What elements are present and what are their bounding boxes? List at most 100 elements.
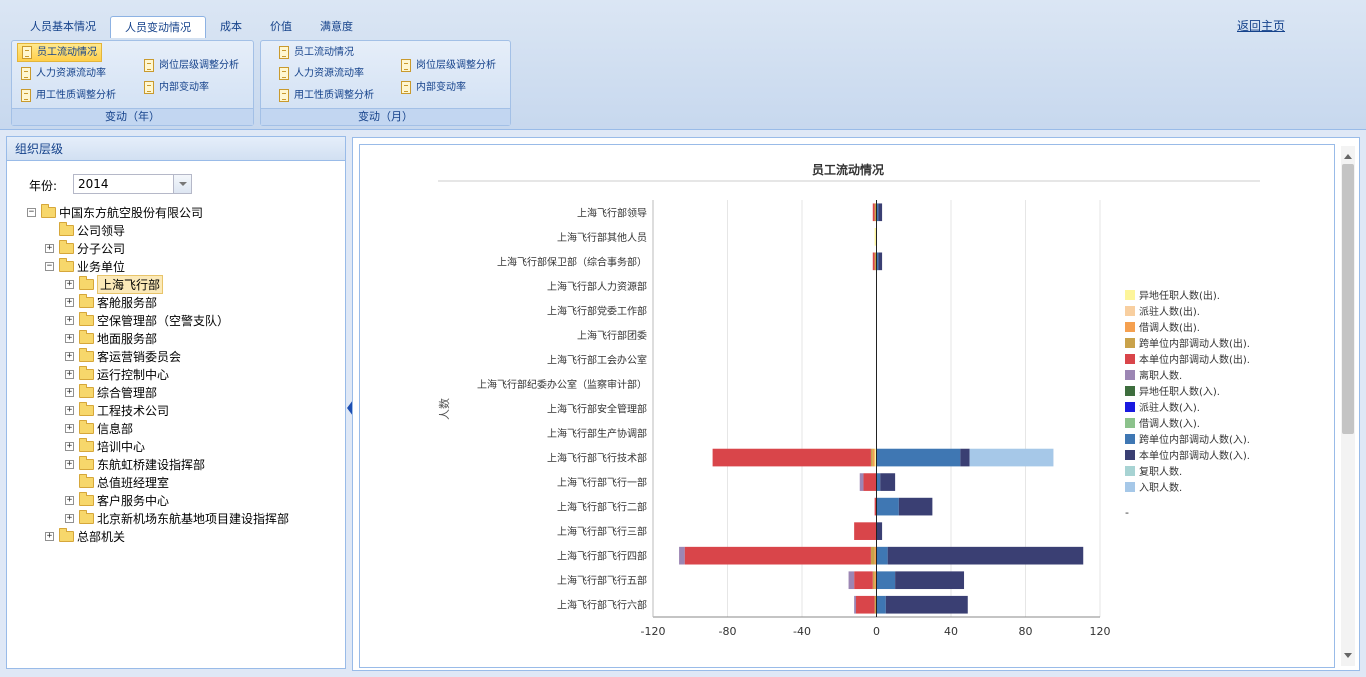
x-tick-label: 120 (1090, 625, 1111, 638)
button-label: 内部变动率 (159, 82, 209, 93)
tree-node-label: 地面服务部 (97, 331, 158, 346)
expand-icon[interactable]: + (65, 404, 74, 415)
collapse-icon[interactable]: − (27, 206, 36, 217)
bar-segment (872, 571, 875, 590)
bar-segment (874, 546, 877, 565)
tree-node[interactable]: + 空保管理部（空警支队） (65, 311, 229, 329)
tree-node[interactable]: − 中国东方航空股份有限公司 (27, 203, 203, 221)
tree-node[interactable]: + 东航虹桥建设指挥部 (65, 455, 205, 473)
x-tick-label: -40 (793, 625, 811, 638)
category-label: 上海飞行部飞行技术部 (547, 452, 647, 465)
category-label: 上海飞行部飞行二部 (557, 501, 647, 514)
tree-node-label: 中国东方航空股份有限公司 (59, 205, 204, 220)
tree-node[interactable]: + 信息部 (65, 419, 133, 437)
collapse-panel-icon[interactable] (347, 400, 353, 416)
expand-icon[interactable]: + (65, 278, 74, 289)
expand-icon[interactable]: + (65, 512, 74, 523)
bar-segment (848, 571, 855, 590)
yearly-hr-turnover-button[interactable]: 人力资源流动率 (17, 64, 110, 83)
expand-icon[interactable]: + (65, 296, 74, 307)
bar-segment (876, 571, 896, 590)
collapse-icon[interactable]: − (45, 260, 54, 271)
bar-segment (878, 203, 883, 222)
scroll-up-icon[interactable] (1344, 154, 1352, 159)
tree-node[interactable]: + 客运营销委员会 (65, 347, 181, 365)
tab-value[interactable]: 价值 (270, 20, 292, 33)
monthly-employee-flow-button[interactable]: 员工流动情况 (275, 43, 358, 62)
tree-node[interactable]: + 客舱服务部 (65, 293, 157, 311)
tree-node[interactable]: + 综合管理部 (65, 383, 157, 401)
return-home-link[interactable]: 返回主页 (1237, 19, 1286, 33)
expand-icon[interactable]: + (65, 314, 74, 325)
scroll-thumb[interactable] (1342, 164, 1354, 434)
bar-segment (870, 546, 875, 565)
tree-node-label: 东航虹桥建设指挥部 (97, 457, 206, 472)
legend-label: 异地任职人数(入). (1139, 385, 1220, 398)
bar-segment (874, 203, 877, 222)
tab-satisfaction[interactable]: 满意度 (320, 20, 353, 33)
bar-segment (872, 252, 875, 271)
tree-node[interactable]: + 运行控制中心 (65, 365, 169, 383)
tree-node[interactable]: + 地面服务部 (65, 329, 157, 347)
tree-node[interactable]: + 上海飞行部 (65, 274, 164, 294)
expand-icon[interactable]: + (65, 422, 74, 433)
category-label: 上海飞行部团委 (577, 329, 647, 342)
monthly-hr-turnover-button[interactable]: 人力资源流动率 (275, 64, 368, 83)
expand-icon[interactable]: + (45, 530, 54, 541)
tree-node[interactable]: + 培训中心 (65, 437, 145, 455)
expand-icon[interactable]: + (65, 368, 74, 379)
monthly-position-level-button[interactable]: 岗位层级调整分析 (397, 56, 500, 75)
yearly-employment-type-button[interactable]: 用工性质调整分析 (17, 86, 120, 105)
bar-segment (712, 448, 871, 467)
tree-node-label: 北京新机场东航基地项目建设指挥部 (97, 511, 290, 526)
document-icon (401, 59, 411, 72)
vertical-scrollbar[interactable] (1341, 146, 1355, 666)
tree-node[interactable]: + 工程技术公司 (65, 401, 169, 419)
yearly-position-level-button[interactable]: 岗位层级调整分析 (140, 56, 243, 75)
expand-icon[interactable]: + (65, 494, 74, 505)
tree-node[interactable]: − 业务单位 (45, 257, 125, 275)
bar-segment (870, 448, 873, 467)
yearly-internal-change-button[interactable]: 内部变动率 (140, 78, 213, 97)
tree-node[interactable]: 公司领导 (45, 221, 125, 239)
bar-segment (876, 595, 886, 614)
tree-node[interactable]: 总值班经理室 (65, 473, 169, 491)
bar-segment (874, 252, 877, 271)
yearly-employee-flow-button[interactable]: 员工流动情况 (17, 43, 102, 62)
tree-node-label: 总值班经理室 (97, 475, 170, 490)
expand-icon[interactable]: + (65, 458, 74, 469)
monthly-internal-change-button[interactable]: 内部变动率 (397, 78, 470, 97)
tab-cost[interactable]: 成本 (220, 20, 242, 33)
expand-icon[interactable]: + (65, 386, 74, 397)
expand-icon[interactable]: + (45, 242, 54, 253)
button-label: 员工流动情况 (37, 47, 97, 58)
bar-segment (859, 473, 864, 491)
expand-icon[interactable]: + (65, 440, 74, 451)
bar-segment (874, 571, 877, 590)
tree-node-label: 培训中心 (97, 439, 146, 454)
expand-icon[interactable]: + (65, 332, 74, 343)
legend-label: 跨单位内部调动人数(出). (1139, 337, 1250, 350)
tree-node-label: 客户服务中心 (97, 493, 170, 508)
chevron-down-icon[interactable] (173, 175, 191, 193)
button-label: 用工性质调整分析 (294, 90, 374, 101)
legend-label: 派驻人数(出). (1139, 305, 1200, 318)
tree-node[interactable]: + 北京新机场东航基地项目建设指挥部 (65, 509, 289, 527)
scroll-down-icon[interactable] (1344, 653, 1352, 658)
category-label: 上海飞行部其他人员 (557, 231, 647, 244)
category-label: 上海飞行部飞行三部 (557, 525, 647, 538)
tab-personnel-basic[interactable]: 人员基本情况 (30, 20, 96, 33)
tree-node[interactable]: + 客户服务中心 (65, 491, 169, 509)
tree-node[interactable]: + 分子公司 (45, 239, 125, 257)
tree-node[interactable]: + 总部机关 (45, 527, 125, 545)
document-icon (21, 67, 31, 80)
bar-segment (684, 546, 871, 565)
tab-personnel-change[interactable]: 人员变动情况 (110, 16, 206, 38)
x-tick-label: -120 (641, 625, 666, 638)
year-select[interactable]: 2014 (73, 174, 192, 194)
bar-segment (679, 546, 685, 565)
monthly-employment-type-button[interactable]: 用工性质调整分析 (275, 86, 378, 105)
document-icon (279, 46, 289, 59)
folder-icon (79, 329, 94, 344)
expand-icon[interactable]: + (65, 350, 74, 361)
